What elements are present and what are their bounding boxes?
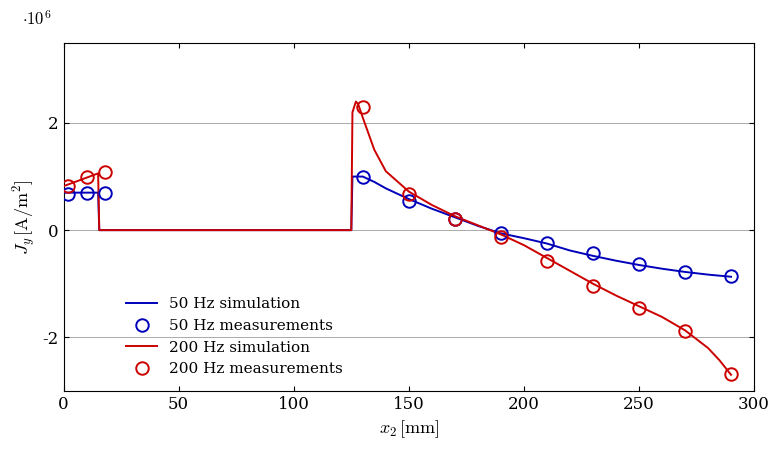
50 Hz measurements — [82, 190, 91, 195]
200 Hz simulation — [346, 227, 356, 233]
Line: 50 Hz simulation: 50 Hz simulation — [64, 176, 731, 277]
50 Hz simulation — [427, 206, 437, 211]
50 Hz simulation — [105, 227, 115, 233]
50 Hz measurements — [63, 191, 73, 196]
50 Hz simulation — [381, 186, 391, 191]
50 Hz simulation — [59, 190, 69, 195]
50 Hz measurements — [404, 198, 413, 203]
50 Hz simulation — [358, 174, 367, 179]
200 Hz measurements — [404, 191, 413, 196]
200 Hz simulation — [450, 213, 459, 219]
200 Hz simulation — [634, 303, 644, 309]
200 Hz simulation — [473, 223, 483, 228]
50 Hz simulation — [404, 196, 413, 202]
50 Hz simulation — [496, 231, 505, 236]
200 Hz simulation — [94, 227, 104, 233]
200 Hz simulation — [353, 102, 363, 107]
50 Hz measurements — [588, 251, 597, 256]
Line: 200 Hz simulation: 200 Hz simulation — [64, 102, 731, 375]
200 Hz simulation — [658, 314, 667, 319]
200 Hz simulation — [588, 281, 597, 286]
50 Hz measurements — [450, 217, 459, 222]
200 Hz simulation — [59, 184, 69, 189]
50 Hz simulation — [519, 235, 529, 241]
50 Hz simulation — [348, 174, 357, 179]
200 Hz simulation — [496, 232, 505, 237]
50 Hz measurements — [634, 261, 644, 266]
200 Hz measurements — [450, 216, 459, 221]
200 Hz simulation — [566, 268, 575, 274]
50 Hz simulation — [106, 227, 115, 233]
50 Hz measurements — [726, 274, 736, 279]
200 Hz simulation — [519, 243, 529, 248]
200 Hz simulation — [370, 147, 379, 153]
200 Hz measurements — [63, 184, 73, 189]
50 Hz simulation — [566, 248, 575, 253]
200 Hz measurements — [496, 234, 505, 240]
200 Hz simulation — [704, 345, 713, 351]
200 Hz measurements — [680, 328, 690, 334]
200 Hz simulation — [714, 358, 724, 363]
50 Hz simulation — [346, 227, 356, 233]
200 Hz measurements — [726, 371, 736, 376]
50 Hz simulation — [680, 269, 690, 274]
50 Hz simulation — [60, 190, 69, 195]
200 Hz simulation — [348, 110, 357, 115]
Line: 200 Hz measurements: 200 Hz measurements — [62, 101, 737, 380]
200 Hz measurements — [82, 174, 91, 179]
200 Hz simulation — [94, 171, 103, 176]
50 Hz simulation — [704, 272, 713, 277]
200 Hz measurements — [101, 170, 110, 175]
50 Hz simulation — [726, 274, 736, 279]
Text: $\cdot 10^6$: $\cdot 10^6$ — [22, 10, 51, 29]
Y-axis label: $J_y\,[\mathrm{A/m^2}]$: $J_y\,[\mathrm{A/m^2}]$ — [10, 179, 37, 255]
200 Hz measurements — [542, 258, 551, 263]
200 Hz simulation — [612, 293, 621, 298]
200 Hz measurements — [358, 104, 367, 110]
50 Hz measurements — [358, 174, 367, 179]
200 Hz simulation — [351, 99, 360, 104]
200 Hz simulation — [427, 202, 437, 207]
200 Hz simulation — [404, 189, 413, 194]
50 Hz simulation — [473, 223, 483, 229]
50 Hz simulation — [588, 253, 597, 259]
200 Hz simulation — [105, 227, 115, 233]
Line: 50 Hz measurements: 50 Hz measurements — [62, 170, 737, 283]
200 Hz simulation — [106, 227, 115, 233]
50 Hz measurements — [496, 231, 505, 236]
200 Hz simulation — [60, 183, 69, 189]
200 Hz simulation — [542, 255, 551, 261]
50 Hz measurements — [101, 190, 110, 195]
200 Hz simulation — [358, 115, 367, 120]
50 Hz measurements — [542, 240, 551, 246]
50 Hz simulation — [658, 266, 667, 271]
X-axis label: $x_2\,[\mathrm{mm}]$: $x_2\,[\mathrm{mm}]$ — [378, 418, 439, 440]
200 Hz simulation — [82, 175, 91, 180]
200 Hz simulation — [726, 372, 736, 378]
200 Hz simulation — [70, 179, 80, 184]
50 Hz simulation — [94, 227, 104, 233]
Legend: 50 Hz simulation, 50 Hz measurements, 200 Hz simulation, 200 Hz measurements: 50 Hz simulation, 50 Hz measurements, 20… — [126, 297, 343, 376]
50 Hz simulation — [612, 258, 621, 263]
200 Hz measurements — [588, 283, 597, 288]
50 Hz measurements — [680, 270, 690, 275]
50 Hz simulation — [370, 179, 379, 184]
200 Hz simulation — [381, 168, 391, 174]
50 Hz simulation — [450, 215, 459, 220]
50 Hz simulation — [542, 241, 551, 246]
50 Hz simulation — [634, 262, 644, 268]
200 Hz simulation — [680, 328, 690, 333]
50 Hz simulation — [94, 190, 103, 195]
200 Hz measurements — [634, 306, 644, 311]
